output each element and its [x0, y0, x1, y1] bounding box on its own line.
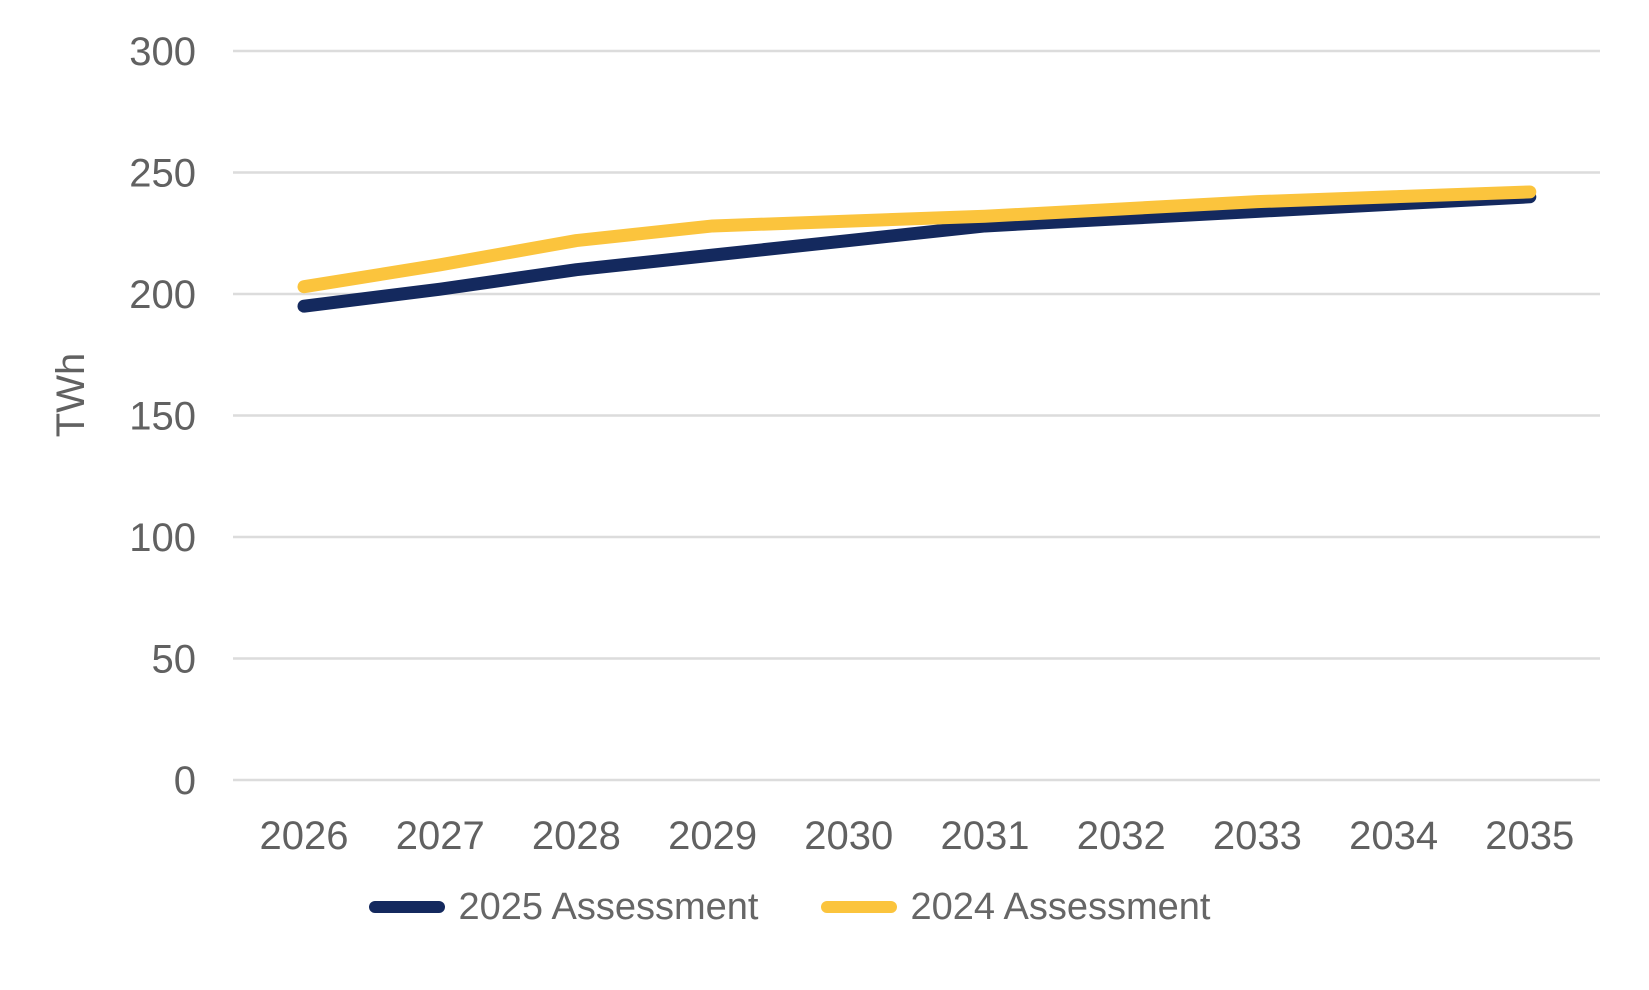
- x-tick-label-2031: 2031: [941, 814, 1030, 858]
- y-tick-label-150: 150: [129, 395, 196, 439]
- x-tick-label-2027: 2027: [396, 814, 485, 858]
- y-tick-label-100: 100: [129, 516, 196, 560]
- x-tick-label-2032: 2032: [1077, 814, 1166, 858]
- legend-swatch-2025-assessment: [368, 901, 445, 913]
- gridlines-group: [233, 49, 1600, 782]
- legend-item-2025-assessment: 2025 Assessment: [368, 886, 759, 928]
- x-tick-label-2030: 2030: [804, 814, 893, 858]
- x-tick-labels-group: 2026 2027 2028 2029 2030 2031 2032 2033 2034 2035: [260, 814, 1575, 858]
- x-tick-label-2033: 2033: [1213, 814, 1302, 858]
- x-tick-label-2028: 2028: [532, 814, 621, 858]
- y-tick-label-50: 50: [152, 638, 197, 682]
- legend-item-2024-assessment: 2024 Assessment: [820, 886, 1211, 928]
- legend-label-2024-assessment: 2024 Assessment: [910, 886, 1211, 928]
- legend-label-2025-assessment: 2025 Assessment: [458, 886, 759, 928]
- chart-legend: 2025 Assessment 2024 Assessment: [0, 888, 1614, 926]
- x-tick-label-2035: 2035: [1485, 814, 1574, 858]
- y-tick-label-300: 300: [129, 30, 196, 74]
- y-axis-title: TWh: [49, 353, 93, 437]
- y-tick-label-200: 200: [129, 273, 196, 317]
- series-line-2024-assessment: [297, 185, 1537, 294]
- x-tick-label-2034: 2034: [1349, 814, 1438, 858]
- y-tick-labels-group: 0 50 100 150 200 250 300: [129, 30, 196, 803]
- series-line-2025-assessment: [297, 190, 1537, 313]
- y-tick-label-0: 0: [174, 759, 196, 803]
- legend-swatch-2024-assessment: [820, 901, 897, 913]
- series-lines-group: [297, 185, 1537, 313]
- y-tick-label-250: 250: [129, 152, 196, 196]
- x-tick-label-2029: 2029: [668, 814, 757, 858]
- x-tick-label-2026: 2026: [260, 814, 349, 858]
